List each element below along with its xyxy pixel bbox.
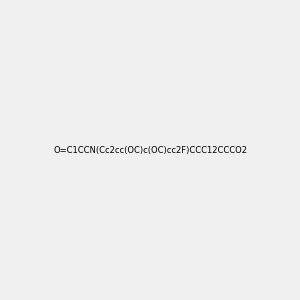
Text: O=C1CCN(Cc2cc(OC)c(OC)cc2F)CCC12CCCO2: O=C1CCN(Cc2cc(OC)c(OC)cc2F)CCC12CCCO2 bbox=[53, 146, 247, 154]
